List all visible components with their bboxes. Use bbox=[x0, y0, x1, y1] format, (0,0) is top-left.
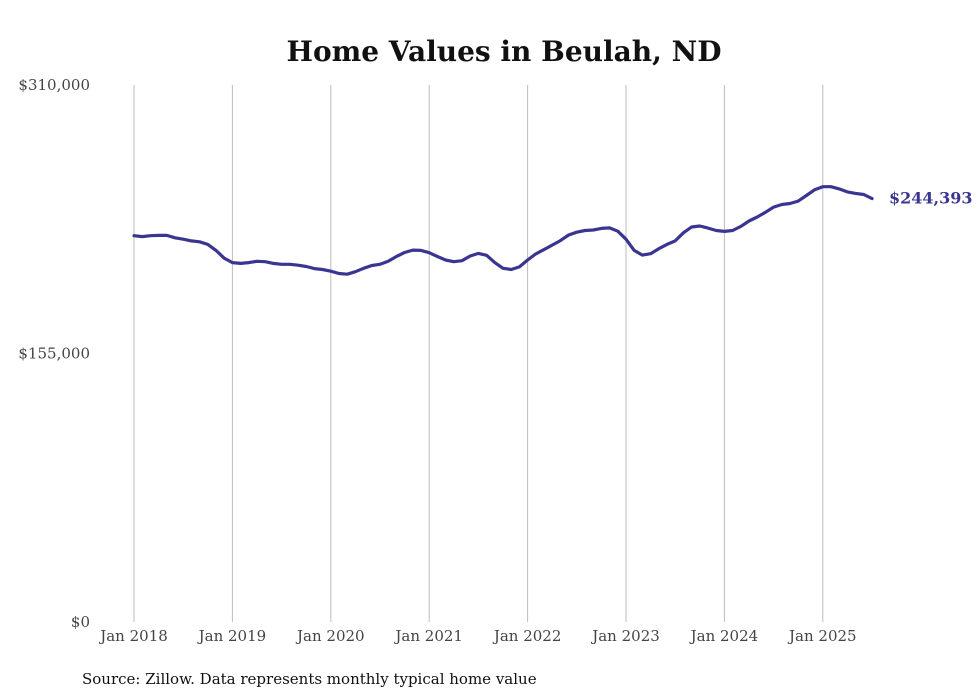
x-tick-label: Jan 2021 bbox=[393, 627, 463, 645]
y-tick-label: $0 bbox=[71, 613, 90, 631]
y-tick-label: $310,000 bbox=[18, 76, 90, 94]
x-tick-label: Jan 2025 bbox=[787, 627, 857, 645]
y-tick-label: $155,000 bbox=[18, 345, 90, 363]
x-tick-label: Jan 2018 bbox=[98, 627, 168, 645]
x-tick-label: Jan 2024 bbox=[689, 627, 759, 645]
x-tick-label: Jan 2023 bbox=[590, 627, 660, 645]
x-tick-label: Jan 2022 bbox=[492, 627, 562, 645]
grid-lines bbox=[133, 85, 824, 622]
y-axis-ticks: $0 $155,000 $310,000 bbox=[18, 76, 90, 631]
chart-title: Home Values in Beulah, ND bbox=[286, 35, 721, 68]
source-note: Source: Zillow. Data represents monthly … bbox=[82, 670, 537, 688]
x-tick-label: Jan 2019 bbox=[197, 627, 267, 645]
x-axis-ticks: Jan 2018 Jan 2019 Jan 2020 Jan 2021 Jan 2022… bbox=[98, 627, 856, 645]
latest-value-label: $244,393 bbox=[889, 189, 973, 208]
x-tick-label: Jan 2020 bbox=[295, 627, 365, 645]
home-value-line bbox=[132, 185, 874, 276]
